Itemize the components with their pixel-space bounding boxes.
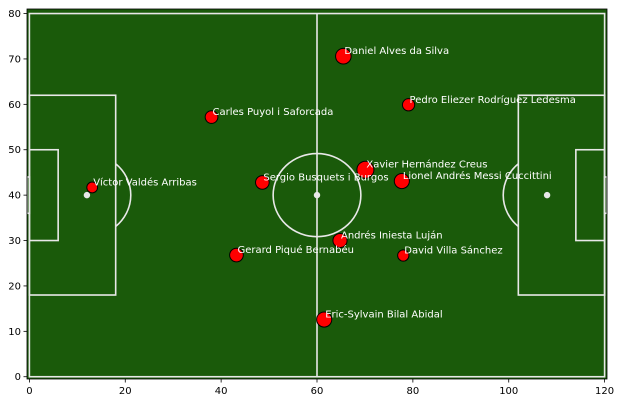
player-marker <box>397 249 410 262</box>
y-tick-label: 30 <box>8 236 21 247</box>
player-marker <box>204 110 219 124</box>
x-tick-label: 20 <box>119 386 132 397</box>
centre-circle <box>272 152 362 238</box>
player-label: Pedro Eliezer Rodríguez Ledesma <box>410 94 576 106</box>
y-tick-label: 10 <box>8 327 21 338</box>
x-tick-label: 0 <box>26 386 32 397</box>
y-tick-label: 70 <box>8 54 21 65</box>
player-label: Xavier Hernández Creus <box>366 159 487 171</box>
x-tick-label: 100 <box>499 386 518 397</box>
player-label: Sergio Busquets i Burgos <box>263 172 388 183</box>
player-marker <box>335 47 352 65</box>
player-marker <box>255 175 270 190</box>
left-penalty-spot <box>83 191 91 199</box>
player-label: Gerard Piqué Bernabéu <box>237 244 353 256</box>
player-marker <box>356 160 375 179</box>
x-tick-label: 60 <box>311 386 324 397</box>
player-label: Víctor Valdés Arribas <box>93 176 197 188</box>
player-marker <box>86 181 99 194</box>
y-tick-label: 60 <box>8 100 21 111</box>
player-marker <box>401 98 416 112</box>
y-tick-label: 80 <box>8 9 21 20</box>
player-label: Carles Puyol i Saforcada <box>213 107 334 118</box>
player-labels: Daniel Alves da Silva Pedro Eliezer Rodrí… <box>93 46 576 320</box>
player-marker <box>229 247 244 263</box>
y-tick-label: 20 <box>8 281 21 292</box>
player-label: Daniel Alves da Silva <box>344 46 449 57</box>
player-label: Lionel Andrés Messi Cuccittini <box>403 170 552 182</box>
player-marker <box>316 311 333 328</box>
centre-spot <box>313 191 321 199</box>
player-label: Eric-Sylvain Bilal Abidal <box>325 310 442 321</box>
player-label: David Villa Sánchez <box>404 245 502 257</box>
player-marker <box>332 232 348 249</box>
axes: 0 20 40 60 80 100 120 0 10 20 30 40 50 60 70 80 <box>8 8 614 397</box>
player-label: Andrés Iniesta Luján <box>341 230 443 242</box>
right-penalty-spot <box>543 191 551 199</box>
x-tick-label: 120 <box>595 386 614 397</box>
y-tick-label: 40 <box>8 191 21 202</box>
x-tick-label: 80 <box>407 386 420 397</box>
left-penalty-arc <box>115 163 132 228</box>
player-markers <box>86 47 416 328</box>
y-tick-label: 50 <box>8 145 21 156</box>
x-tick-label: 40 <box>215 386 228 397</box>
y-tick-label: 0 <box>15 372 21 383</box>
player-marker <box>393 173 410 190</box>
right-penalty-arc <box>502 163 519 228</box>
